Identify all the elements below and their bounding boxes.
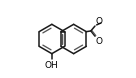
Text: OH: OH [45,61,59,70]
Text: O: O [95,17,102,26]
Text: O: O [95,37,102,46]
